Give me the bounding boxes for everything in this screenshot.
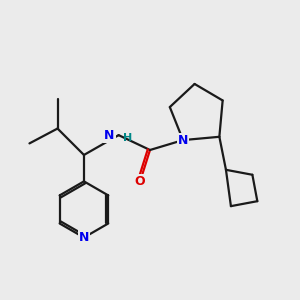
Text: N: N	[104, 129, 115, 142]
Text: N: N	[178, 134, 188, 147]
Text: H: H	[123, 133, 133, 143]
Text: N: N	[79, 231, 89, 244]
Text: O: O	[135, 175, 146, 188]
